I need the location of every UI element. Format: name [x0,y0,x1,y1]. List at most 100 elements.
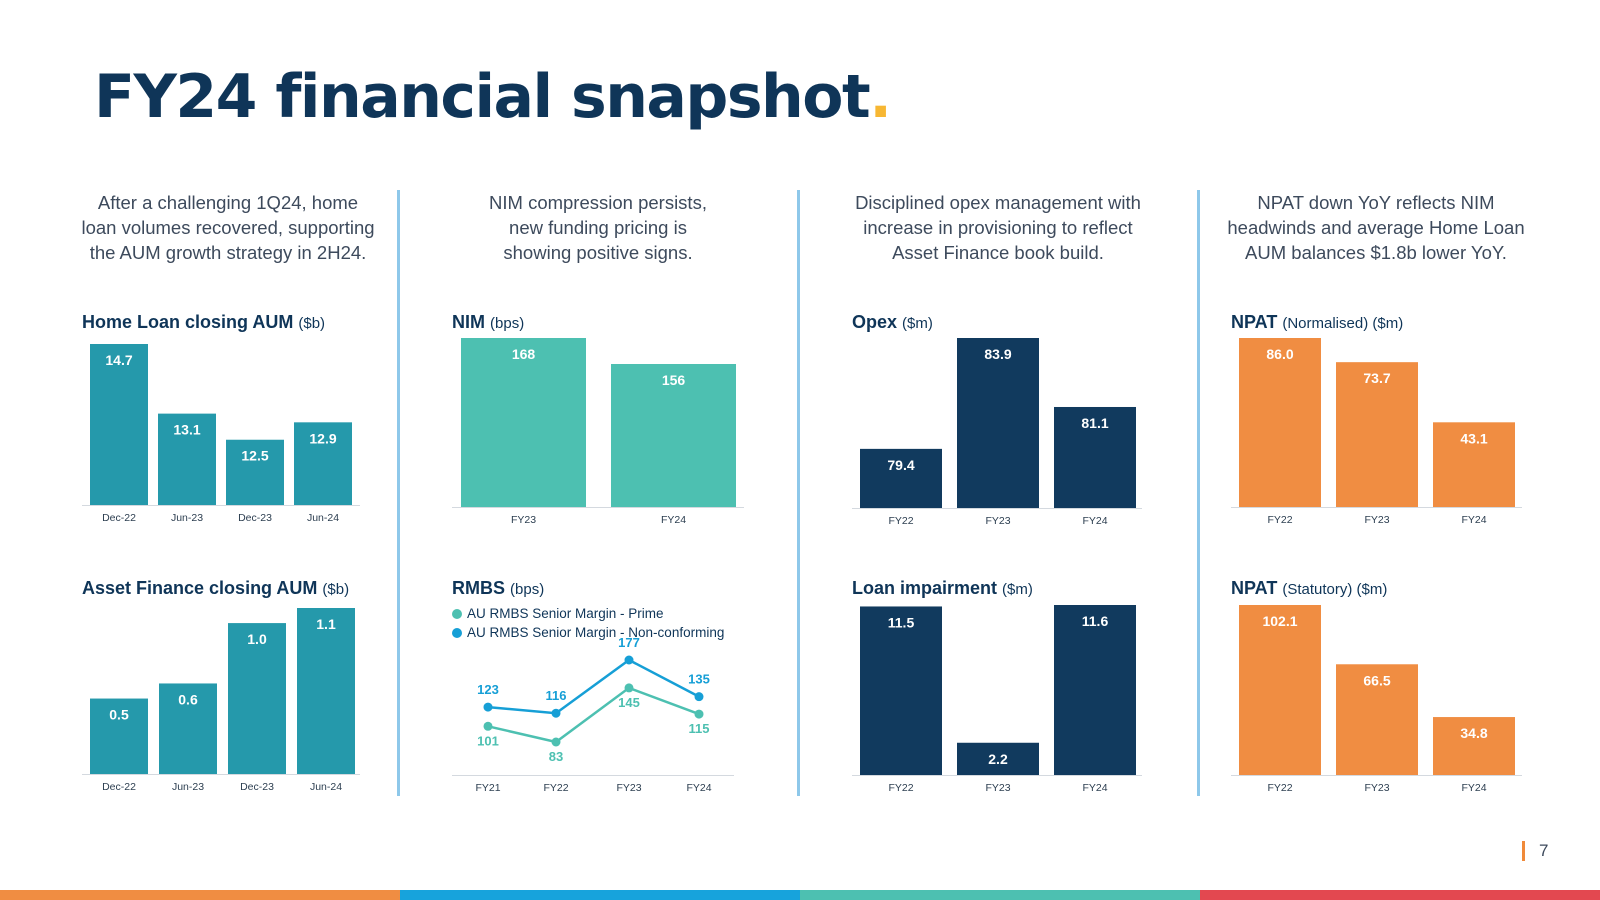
opex-data-label: 83.9 [984,346,1011,362]
asset_finance-data-label: 1.0 [247,631,267,647]
npat_norm-tick-label: FY24 [1461,514,1486,526]
asset_finance-bar [297,608,355,774]
home_loan-tick-label: Jun-23 [171,512,203,524]
asset_finance-tick-label: Dec-22 [102,781,136,793]
column-4-summary: NPAT down YoY reflects NIM headwinds and … [1227,192,1525,263]
home_loan-data-label: 13.1 [173,422,200,438]
loan_impairment-tick-label: FY23 [985,782,1010,794]
rmbs-data-label: 101 [477,733,499,748]
npat_stat-tick-label: FY22 [1267,782,1292,794]
rmbs-point [551,708,561,718]
asset_finance-tick-label: Dec-23 [240,781,274,793]
home_loan-data-label: 12.9 [309,430,336,446]
rmbs-chart-title: RMBS (bps) [452,578,545,598]
loan_impairment-data-label: 11.5 [888,614,915,630]
footer-bar-segment [1200,890,1600,900]
npat_norm-data-label: 73.7 [1363,370,1390,386]
rmbs-tick-label: FY22 [543,782,568,794]
nim-bar [461,338,586,507]
npat_stat-tick-label: FY23 [1364,782,1389,794]
npat_stat-data-label: 102.1 [1262,613,1297,629]
nim-bar [611,364,736,507]
rmbs-point [483,721,493,731]
asset-finance-chart-title: Asset Finance closing AUM ($b) [82,578,350,598]
npat_stat-bar [1336,664,1418,775]
footer-bar-segment [800,890,1200,900]
home_loan-bar [90,344,148,505]
asset_finance-data-label: 0.5 [109,707,129,723]
footer-bar-segment [0,890,400,900]
opex-bar [957,338,1039,508]
rmbs-point [694,692,704,702]
asset_finance-bar [228,623,286,774]
rmbs-data-label: 145 [618,695,640,710]
npat_norm-data-label: 86.0 [1266,346,1293,362]
loan-impairment-chart-title: Loan impairment ($m) [852,578,1033,598]
home_loan-bar [158,413,216,505]
npat_norm-tick-label: FY23 [1364,514,1389,526]
home-loan-chart-title: Home Loan closing AUM ($b) [82,312,326,332]
npat_stat-tick-label: FY24 [1461,782,1486,794]
opex-tick-label: FY22 [888,515,913,527]
asset_finance-data-label: 0.6 [178,691,198,707]
home_loan-tick-label: Jun-24 [307,512,339,524]
npat_stat-bar [1433,717,1515,775]
page-number: 7 [1522,841,1548,861]
loan_impairment-data-label: 2.2 [988,751,1008,767]
rmbs-data-label: 123 [477,682,499,697]
nim-tick-label: FY24 [661,514,686,526]
loan_impairment-tick-label: FY22 [888,782,913,794]
home_loan-tick-label: Dec-22 [102,512,136,524]
legend-dot-icon [452,627,462,638]
opex-data-label: 81.1 [1081,415,1108,431]
home_loan-data-label: 14.7 [105,352,132,368]
opex-bar [860,448,942,508]
nim-chart-title: NIM (bps) [452,312,525,332]
rmbs-tick-label: FY21 [475,782,500,794]
page-title: FY24 financial snapshot. [94,62,892,132]
legend-dot-icon [452,608,462,619]
rmbs-legend: AU RMBS Senior Margin - Prime AU RMBS Se… [452,604,724,642]
loan_impairment-bar [860,606,942,775]
rmbs-point [483,702,493,712]
column-divider [397,190,400,796]
loan_impairment-data-label: 11.6 [1082,613,1109,629]
page-number-bar [1522,841,1525,861]
rmbs-point [551,737,561,747]
npat_norm-tick-label: FY22 [1267,514,1292,526]
legend-item-prime: AU RMBS Senior Margin - Prime [452,604,724,623]
rmbs-data-label: 115 [689,721,710,736]
column-2-summary: NIM compression persists, new funding pri… [489,192,707,263]
npat_stat-data-label: 66.5 [1363,672,1390,688]
column-1-summary: After a challenging 1Q24, home loan volum… [81,192,375,263]
nim-tick-label: FY23 [511,514,536,526]
opex-tick-label: FY23 [985,515,1010,527]
npat-normalised-chart-title: NPAT (Normalised) ($m) [1231,312,1404,332]
loan_impairment-bar [957,742,1039,775]
rmbs-point [624,683,634,693]
rmbs-point [694,709,704,719]
npat_norm-bar [1336,362,1418,507]
column-divider [797,190,800,796]
npat_norm-bar [1433,422,1515,507]
column-3-summary: Disciplined opex management with increase… [855,192,1141,263]
nim-data-label: 168 [512,346,536,362]
rmbs-data-label: 116 [546,688,567,703]
rmbs-data-label: 135 [688,672,710,687]
footer-bar-segment [400,890,800,900]
home_loan-bar [294,422,352,505]
asset_finance-tick-label: Jun-23 [172,781,204,793]
home_loan-tick-label: Dec-23 [238,512,272,524]
asset_finance-tick-label: Jun-24 [310,781,342,793]
column-divider [1197,190,1200,796]
asset_finance-bar [159,683,217,774]
opex-tick-label: FY24 [1082,515,1107,527]
loan_impairment-bar [1054,605,1136,775]
opex-bar [1054,406,1136,508]
rmbs-series-line-nonconforming [487,658,700,715]
npat_stat-data-label: 34.8 [1460,725,1487,741]
rmbs-tick-label: FY23 [616,782,641,794]
asset_finance-data-label: 1.1 [316,616,336,632]
nim-data-label: 156 [662,372,686,388]
